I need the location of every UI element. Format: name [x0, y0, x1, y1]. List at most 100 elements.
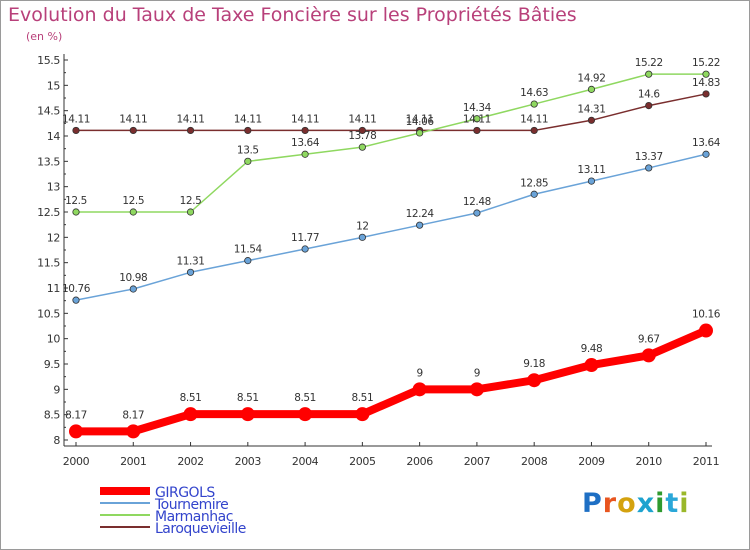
data-point: [186, 208, 195, 216]
data-label: 11.77: [291, 232, 319, 244]
series-line-tournemire: [75, 153, 707, 301]
data-label: 10.98: [119, 272, 147, 284]
data-label: 14.83: [692, 77, 720, 89]
data-label: 14.11: [520, 113, 548, 125]
y-tick-label: 10: [47, 333, 61, 346]
data-label: 8.17: [65, 409, 87, 421]
data-point: [645, 102, 653, 110]
y-tick-label: 9: [53, 383, 60, 396]
data-point: [69, 424, 83, 439]
data-label: 14.11: [291, 113, 319, 125]
data-label: 14.11: [234, 113, 262, 125]
x-tick-label: 2009: [578, 455, 605, 468]
series-line-laroquevieille: [76, 93, 707, 132]
data-label: 12.5: [122, 195, 144, 207]
data-point: [530, 100, 538, 108]
y-tick-label: 10.5: [37, 307, 60, 320]
data-label: 11.54: [234, 244, 263, 256]
data-label: 12.5: [65, 195, 87, 207]
y-tick-label: 11.5: [37, 257, 60, 270]
data-point: [244, 257, 252, 265]
data-label: 14.06: [406, 116, 435, 128]
x-tick-label: 2007: [464, 455, 491, 468]
x-tick-label: 2005: [349, 455, 376, 468]
data-point: [416, 129, 424, 137]
data-point: [587, 116, 596, 124]
data-label: 14.92: [577, 72, 605, 84]
data-label: 15.22: [635, 57, 663, 69]
data-label: 12: [356, 220, 369, 232]
data-label: 14.11: [348, 113, 376, 125]
legend-label: Tournemire: [154, 497, 228, 513]
y-tick-label: 8.5: [44, 409, 61, 422]
logo-letter: P: [582, 488, 603, 519]
data-label: 14.11: [62, 113, 90, 125]
data-point: [473, 209, 481, 217]
data-label: 14.11: [406, 113, 434, 125]
y-tick-label: 9.5: [44, 358, 61, 371]
data-label: 13.78: [348, 130, 376, 142]
chart-title: Evolution du Taux de Taxe Foncière sur l…: [8, 4, 577, 26]
x-tick-label: 2008: [521, 455, 548, 468]
data-point: [358, 233, 366, 241]
data-label: 12.5: [180, 195, 202, 207]
data-point: [412, 382, 427, 397]
data-point: [129, 285, 137, 293]
data-label: 14.63: [520, 87, 548, 99]
data-point: [355, 407, 370, 422]
data-point: [587, 177, 596, 185]
data-point: [530, 190, 538, 198]
logo-letter: x: [636, 488, 656, 519]
y-tick-label: 12.5: [37, 206, 60, 219]
logo-letter: o: [617, 488, 637, 519]
x-tick-label: 2004: [292, 455, 319, 468]
logo-letter: i: [679, 488, 690, 519]
data-point: [358, 126, 366, 135]
data-point: [473, 115, 481, 123]
data-point: [527, 373, 542, 388]
x-tick-label: 2010: [636, 455, 663, 468]
data-label: 8.51: [237, 392, 259, 404]
legend-label: Marmanhac: [155, 509, 233, 525]
y-tick-label: 14: [47, 130, 61, 143]
y-tick-label: 11: [47, 282, 60, 295]
data-label: 14.31: [577, 103, 605, 115]
data-label: 9.18: [523, 358, 545, 370]
x-tick-label: 2000: [63, 455, 90, 468]
series-line-girgols: [76, 326, 708, 436]
proxiti-logo: Proxiti: [582, 488, 690, 519]
x-tick-label: 2006: [406, 455, 433, 468]
data-point: [416, 221, 424, 229]
data-label: 8.17: [122, 409, 144, 421]
data-point: [244, 126, 252, 135]
y-tick-label: 15.5: [37, 54, 60, 67]
data-point: [358, 143, 366, 151]
data-label: 12.24: [406, 208, 435, 220]
data-point: [183, 407, 198, 422]
series-line-marmanhac: [76, 73, 706, 213]
chart-unit-label: (en %): [26, 30, 63, 43]
data-label: 12.85: [520, 177, 548, 189]
data-label: 9.48: [581, 343, 603, 355]
data-point: [702, 150, 710, 158]
data-point: [72, 296, 80, 304]
y-tick-label: 8: [53, 434, 60, 447]
data-point: [301, 245, 309, 253]
data-point: [129, 208, 137, 216]
data-point: [584, 358, 599, 373]
data-point: [702, 70, 710, 78]
data-label: 14.6: [638, 89, 660, 101]
data-label: 8.51: [351, 392, 373, 404]
data-label: 8.51: [294, 392, 316, 404]
data-label: 9: [474, 367, 480, 379]
data-label: 13.64: [291, 137, 320, 149]
data-label: 9: [416, 367, 422, 379]
data-label: 13.11: [577, 164, 605, 176]
data-point: [186, 268, 195, 276]
data-point: [473, 126, 481, 135]
data-point: [587, 85, 596, 93]
data-label: 13.5: [237, 144, 259, 156]
data-label: 12.48: [463, 196, 491, 208]
data-point: [240, 407, 255, 422]
data-point: [301, 150, 309, 158]
